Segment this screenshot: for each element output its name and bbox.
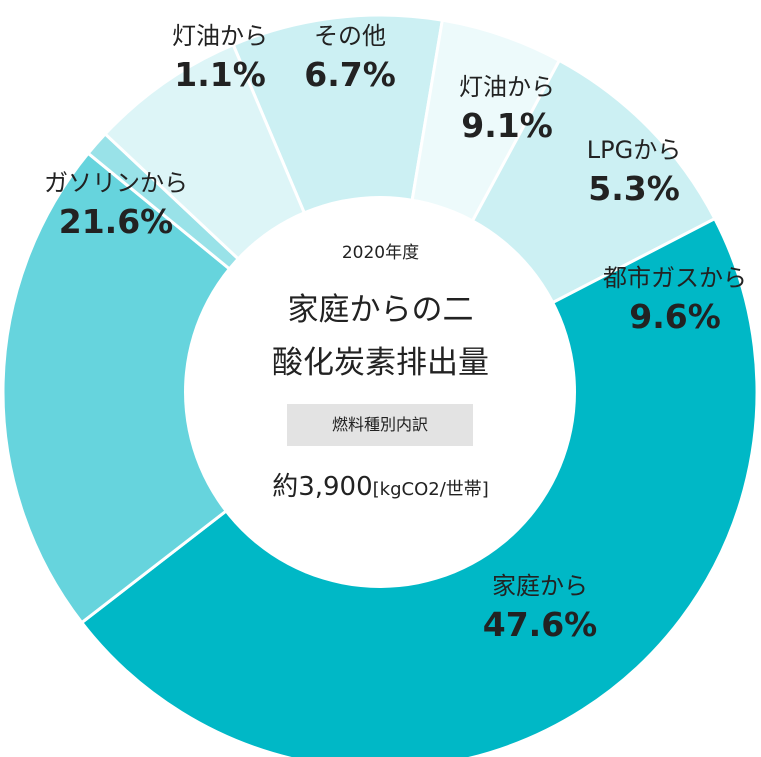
slice-value: 9.6% [629,296,721,336]
slice-label-kerosene: 灯油から 9.1% [437,73,577,145]
slice-label-household: 家庭から 47.6% [465,572,615,644]
slice-label-other: その他 6.7% [290,22,410,94]
slice-value: 9.1% [461,105,553,145]
total-value: 約3,900 [272,472,373,502]
slice-value: 21.6% [58,201,174,241]
slice-value: 6.7% [304,54,396,94]
slice-name: 灯油から [459,73,555,101]
total-unit: [kgCO2/世帯] [372,479,489,500]
slice-name: 都市ガスから [603,264,747,292]
total-amount: 約3,900[kgCO2/世帯] [0,466,761,503]
slice-value: 1.1% [174,54,266,94]
slice-name: ガソリンから [44,169,188,197]
slice-value: 5.3% [588,168,680,208]
donut-hole [184,196,576,588]
slice-name: LPGから [586,136,682,164]
chart-title-line2: 酸化炭素排出量 [272,345,489,381]
year-label: 2020年度 [341,243,420,263]
slice-label-lpg: LPGから 5.3% [569,136,699,208]
chart-subtitle: 燃料種別内訳 [287,404,473,446]
slice-label-city-gas: 都市ガスから 9.6% [590,264,760,336]
slice-label-kerosene-2: 灯油から 1.1% [155,22,285,94]
slice-name: 家庭から [492,572,588,600]
slice-value: 47.6% [482,604,598,644]
slice-name: その他 [314,22,386,50]
slice-name: 灯油から [172,22,268,50]
slice-label-gasoline: ガソリンから 21.6% [26,169,206,241]
chart-title-line1: 家庭からの二 [287,292,474,328]
